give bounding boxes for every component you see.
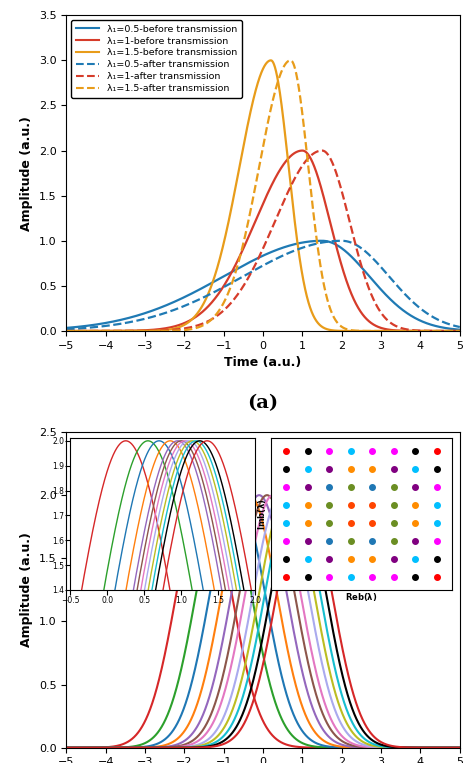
λ₁=0.5-after transmission — [231, 277, 237, 286]
λ₁=1.5-after transmission — [288, 56, 293, 65]
λ₁=0.5-before transmission — [64, 324, 69, 333]
λ₁=1-after transmission — [132, 327, 137, 336]
λ₁=0.5-before transmission — [132, 312, 137, 321]
λ₁=0.5-before transmission — [407, 311, 413, 320]
Legend: λ₁=0.5-before transmission, λ₁=1-before transmission, λ₁=1.5-before transmission: λ₁=0.5-before transmission, λ₁=1-before … — [71, 20, 242, 98]
λ₁=1.5-after transmission — [457, 327, 463, 336]
λ₁=1.5-before transmission — [109, 327, 114, 336]
λ₁=1-after transmission — [319, 146, 325, 155]
λ₁=1-before transmission — [231, 262, 237, 272]
Y-axis label: Amplitude (a.u.): Amplitude (a.u.) — [20, 533, 33, 647]
λ₁=1.5-after transmission — [449, 327, 455, 336]
λ₁=0.5-after transmission — [214, 286, 220, 295]
λ₁=0.5-before transmission — [449, 324, 455, 333]
λ₁=1.5-before transmission — [407, 327, 413, 336]
Line: λ₁=1.5-after transmission: λ₁=1.5-after transmission — [66, 60, 460, 331]
λ₁=0.5-after transmission — [449, 320, 455, 330]
λ₁=0.5-before transmission — [231, 266, 237, 275]
Y-axis label: Amplitude (a.u.): Amplitude (a.u.) — [20, 116, 33, 230]
Line: λ₁=0.5-after transmission: λ₁=0.5-after transmission — [66, 241, 460, 329]
λ₁=1-before transmission — [457, 327, 463, 336]
λ₁=1-after transmission — [407, 325, 413, 334]
λ₁=1-before transmission — [132, 326, 137, 335]
λ₁=1-before transmission — [109, 327, 114, 336]
λ₁=1-after transmission — [449, 327, 455, 336]
Line: λ₁=1-before transmission: λ₁=1-before transmission — [66, 150, 460, 331]
λ₁=1-before transmission — [214, 291, 220, 300]
Line: λ₁=1-after transmission: λ₁=1-after transmission — [66, 150, 460, 331]
Line: λ₁=0.5-before transmission: λ₁=0.5-before transmission — [66, 241, 460, 330]
Text: (a): (a) — [247, 394, 279, 412]
λ₁=1.5-after transmission — [64, 327, 69, 336]
λ₁=0.5-after transmission — [457, 323, 463, 332]
λ₁=1.5-before transmission — [449, 327, 455, 336]
λ₁=0.5-before transmission — [457, 325, 463, 334]
λ₁=1.5-before transmission — [231, 189, 237, 198]
λ₁=0.5-before transmission — [319, 237, 325, 246]
λ₁=0.5-after transmission — [407, 295, 413, 304]
λ₁=1.5-after transmission — [407, 327, 413, 336]
λ₁=0.5-after transmission — [64, 324, 69, 333]
λ₁=1-after transmission — [457, 327, 463, 336]
λ₁=1.5-before transmission — [457, 327, 463, 336]
X-axis label: Time (a.u.): Time (a.u.) — [225, 356, 301, 369]
λ₁=0.5-before transmission — [214, 275, 220, 285]
λ₁=1-after transmission — [109, 327, 114, 336]
λ₁=1-after transmission — [214, 311, 220, 320]
λ₁=1-after transmission — [231, 295, 237, 304]
λ₁=0.5-before transmission — [109, 317, 114, 327]
λ₁=0.5-after transmission — [109, 320, 114, 330]
λ₁=1.5-before transmission — [268, 56, 273, 65]
λ₁=1-before transmission — [449, 327, 455, 336]
λ₁=1-before transmission — [64, 327, 69, 336]
λ₁=1.5-before transmission — [214, 263, 220, 272]
λ₁=1-before transmission — [407, 327, 413, 336]
λ₁=1.5-after transmission — [109, 327, 114, 336]
λ₁=1.5-after transmission — [214, 308, 220, 317]
λ₁=1.5-before transmission — [132, 327, 137, 336]
λ₁=1.5-before transmission — [64, 327, 69, 336]
λ₁=1.5-after transmission — [231, 272, 237, 281]
λ₁=1-before transmission — [300, 146, 305, 155]
λ₁=1-after transmission — [64, 327, 69, 336]
Line: λ₁=1.5-before transmission: λ₁=1.5-before transmission — [66, 60, 460, 331]
λ₁=0.5-after transmission — [132, 317, 137, 326]
λ₁=1.5-after transmission — [132, 327, 137, 336]
λ₁=0.5-after transmission — [339, 237, 345, 246]
